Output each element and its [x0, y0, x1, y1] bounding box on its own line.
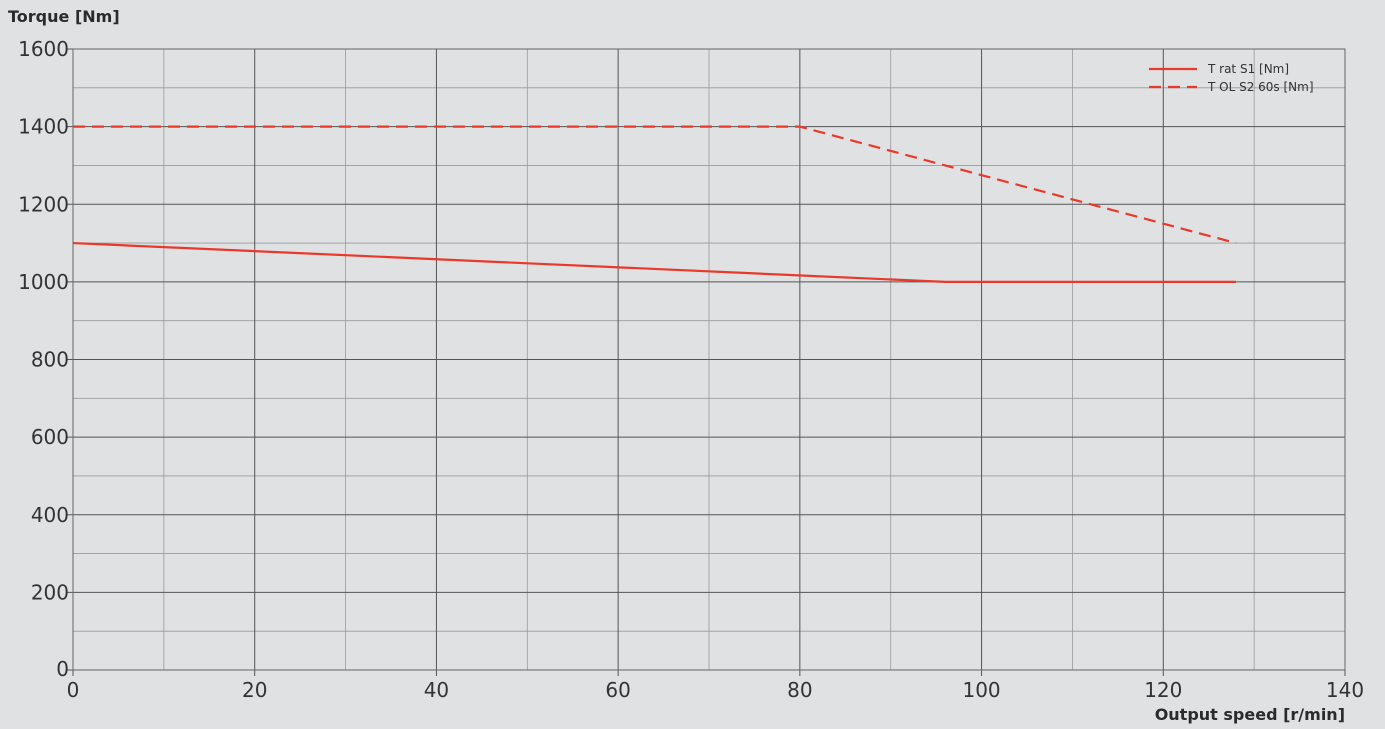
- y-tick-label: 400: [31, 503, 69, 527]
- x-tick-label: 120: [1144, 678, 1182, 702]
- legend-entry-label: T OL S2 60s [Nm]: [1207, 80, 1314, 94]
- x-tick-label: 40: [424, 678, 449, 702]
- y-tick-label: 1000: [18, 270, 69, 294]
- legend-entry-label: T rat S1 [Nm]: [1207, 62, 1289, 76]
- series-line: [73, 125, 1237, 245]
- grid: [67, 48, 1346, 676]
- x-tick-label: 0: [67, 678, 80, 702]
- legend: T rat S1 [Nm] T OL S2 60s [Nm]: [1149, 62, 1314, 94]
- y-tick-label: 600: [31, 425, 69, 449]
- x-tick-label: 20: [242, 678, 267, 702]
- y-axis-label: Torque [Nm]: [8, 7, 120, 26]
- series-layer: [72, 125, 1237, 283]
- y-tick-label: 1600: [18, 37, 69, 61]
- tick-labels: 0 20 40 60 80 100 120 1400200400600800100012001…: [18, 37, 1364, 702]
- x-axis-label: Output speed [r/min]: [1155, 705, 1345, 724]
- x-tick-label: 140: [1326, 678, 1364, 702]
- x-tick-label: 80: [787, 678, 812, 702]
- y-tick-label: 800: [31, 348, 69, 372]
- y-tick-label: 1200: [18, 192, 69, 216]
- series-line: [72, 241, 1236, 283]
- x-tick-label: 100: [962, 678, 1000, 702]
- y-tick-label: 1400: [18, 115, 69, 139]
- y-tick-label: 0: [56, 657, 69, 681]
- plot-frame: [72, 48, 1346, 671]
- x-tick-label: 60: [605, 678, 630, 702]
- y-tick-label: 200: [31, 580, 69, 604]
